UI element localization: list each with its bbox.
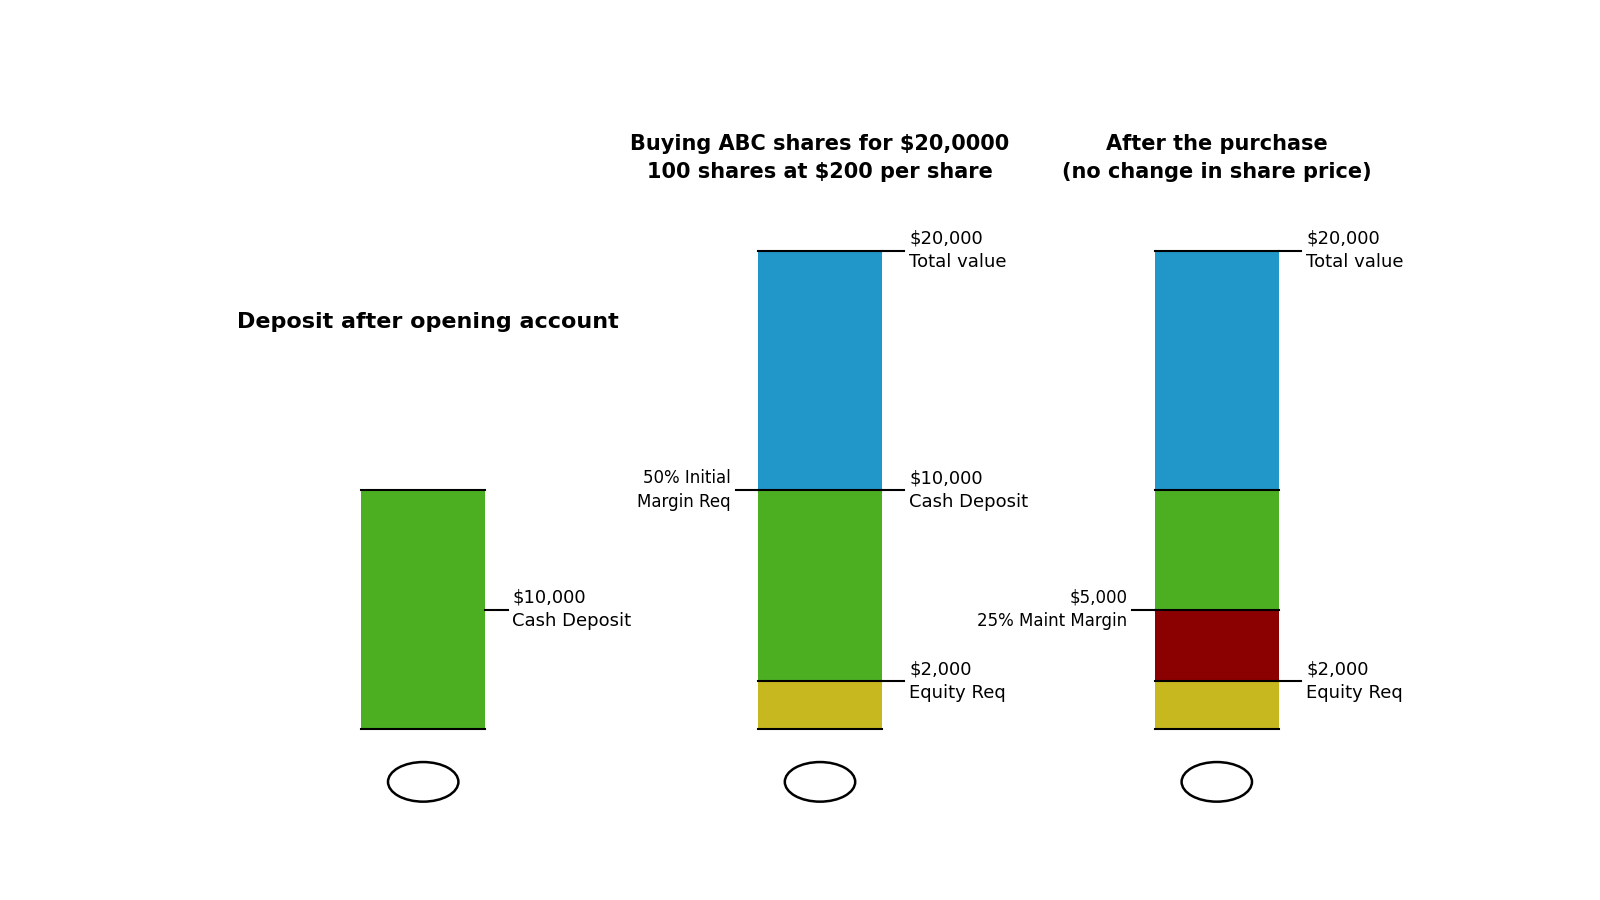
Text: $10,000
Cash Deposit: $10,000 Cash Deposit [512, 589, 632, 630]
Text: $20,000
Total value: $20,000 Total value [1306, 230, 1403, 272]
Text: $10,000
Cash Deposit: $10,000 Cash Deposit [909, 469, 1029, 510]
FancyBboxPatch shape [758, 250, 882, 490]
FancyBboxPatch shape [1155, 681, 1278, 729]
Text: 3: 3 [1210, 772, 1224, 792]
FancyBboxPatch shape [362, 490, 485, 729]
Text: $2,000
Equity Req: $2,000 Equity Req [909, 661, 1006, 702]
Text: After the purchase
(no change in share price): After the purchase (no change in share p… [1062, 134, 1371, 183]
Text: 1: 1 [416, 772, 430, 792]
FancyBboxPatch shape [1155, 490, 1278, 609]
Text: $5,000
25% Maint Margin: $5,000 25% Maint Margin [978, 589, 1128, 630]
Text: 2: 2 [813, 772, 827, 792]
FancyBboxPatch shape [1155, 609, 1278, 681]
Text: $20,000
Total value: $20,000 Total value [909, 230, 1006, 272]
FancyBboxPatch shape [1155, 250, 1278, 490]
FancyBboxPatch shape [758, 490, 882, 681]
Text: Deposit after opening account: Deposit after opening account [237, 312, 619, 332]
Text: 50% Initial
Margin Req: 50% Initial Margin Req [637, 469, 731, 510]
Text: $2,000
Equity Req: $2,000 Equity Req [1306, 661, 1403, 702]
Text: Buying ABC shares for $20,0000
100 shares at $200 per share: Buying ABC shares for $20,0000 100 share… [630, 134, 1010, 183]
FancyBboxPatch shape [758, 681, 882, 729]
